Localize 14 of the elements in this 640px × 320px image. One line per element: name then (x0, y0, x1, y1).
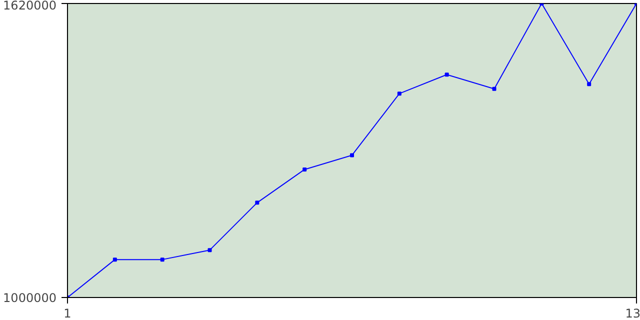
point (208, 248, 212, 252)
point (492, 86, 496, 91)
y-tick-label: 1000000 (3, 291, 57, 305)
x-tick-label: 1 (64, 306, 72, 320)
point (255, 200, 260, 205)
point (112, 258, 117, 262)
x-tick-label: 13 (625, 306, 640, 320)
point (587, 82, 592, 86)
y-tick-label: 1620000 (3, 0, 57, 12)
point (397, 92, 402, 96)
point (302, 167, 307, 172)
point (350, 153, 354, 158)
point (160, 258, 164, 262)
point (444, 72, 449, 77)
